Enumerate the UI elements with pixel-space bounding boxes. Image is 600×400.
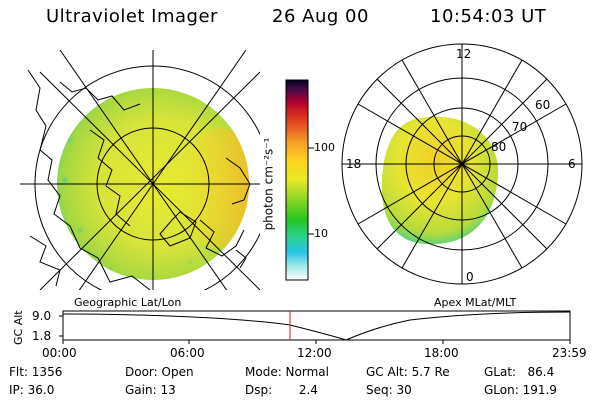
altitude-ticks <box>59 315 571 344</box>
mlt-label-12: 12 <box>456 47 472 61</box>
gain-value: Gain: 13 <box>125 383 176 397</box>
mode-value: Mode: Normal <box>245 365 329 379</box>
polar-grid <box>341 43 583 285</box>
mlt-label-0: 0 <box>466 270 474 284</box>
mlat-label-70: 70 <box>512 120 528 134</box>
mlat-mlt-panel <box>341 43 583 285</box>
date-label: 26 Aug 00 <box>272 6 369 27</box>
dsp-value: Dsp: 2.4 <box>245 383 318 397</box>
geographic-label: Geographic Lat/Lon <box>74 296 181 309</box>
gc-altitude: GC Alt: 5.7 Re <box>366 365 450 379</box>
colorbar-unit-label: photon cm⁻²s⁻¹ <box>261 137 276 231</box>
mlat-label-60: 60 <box>535 98 551 112</box>
time-label: 10:54:03 UT <box>430 6 547 27</box>
colorbar-tick-10: 10 <box>314 227 328 240</box>
geo-longitude: GLon: 191.9 <box>484 383 557 397</box>
geo-latitude: GLat: 86.4 <box>484 365 555 379</box>
instrument-title: Ultraviolet Imager <box>46 6 218 27</box>
altitude-ytick-9: 9.0 <box>32 309 52 323</box>
left-dayside-glow <box>180 128 249 248</box>
apex-label: Apex MLat/MLT <box>434 296 517 309</box>
colorbar-bar <box>285 79 309 281</box>
time-label-2359: 23:59 <box>552 346 587 360</box>
time-label-1800: 18:00 <box>424 346 459 360</box>
coastlines <box>27 69 251 290</box>
right-emission-oval <box>381 116 499 245</box>
ip-value: IP: 36.0 <box>9 383 55 397</box>
colorbar-tick-100: 100 <box>314 141 335 154</box>
time-label-0600: 06:00 <box>170 346 205 360</box>
colorbar <box>285 79 314 281</box>
mlt-label-18: 18 <box>346 157 362 171</box>
mlat-label-80: 80 <box>491 140 507 154</box>
sequence-number: Seq: 30 <box>366 383 412 397</box>
flight-number: Flt: 1356 <box>9 365 63 379</box>
altitude-ylabel: GC Alt <box>12 310 25 345</box>
geographic-panel <box>20 50 260 290</box>
altitude-strip <box>59 310 571 344</box>
altitude-ytick-1.8: 1.8 <box>32 329 52 343</box>
altitude-curve <box>62 311 571 341</box>
time-label-1200: 12:00 <box>297 346 332 360</box>
time-label-0000: 00:00 <box>42 346 77 360</box>
geographic-grid <box>20 50 260 290</box>
mlt-label-6: 6 <box>568 157 576 171</box>
door-status: Door: Open <box>125 365 194 379</box>
